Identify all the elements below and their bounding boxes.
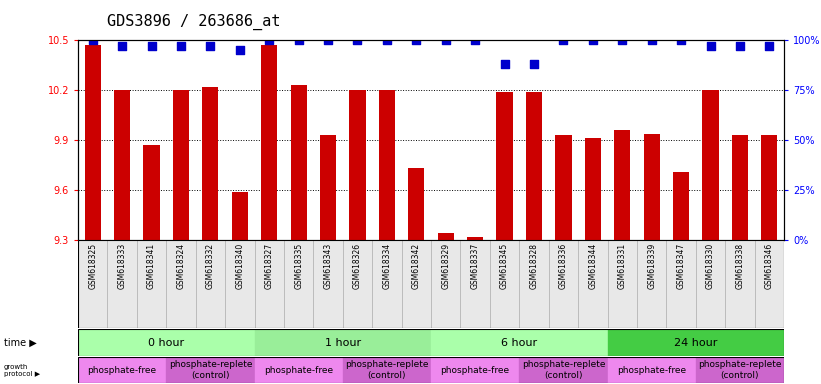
Bar <box>202 87 218 240</box>
Point <box>763 43 776 50</box>
Text: phosphate-free: phosphate-free <box>617 366 686 375</box>
Point <box>380 37 393 43</box>
Bar <box>78 329 255 356</box>
Text: GSM618333: GSM618333 <box>117 243 126 289</box>
Bar <box>761 135 777 240</box>
Bar <box>608 357 695 383</box>
Point <box>586 37 599 43</box>
Point <box>410 37 423 43</box>
Text: GSM618327: GSM618327 <box>264 243 273 289</box>
Bar <box>320 135 336 240</box>
Text: GSM618342: GSM618342 <box>412 243 421 289</box>
Text: GSM618324: GSM618324 <box>177 243 186 289</box>
Text: 0 hour: 0 hour <box>148 338 185 348</box>
Text: GSM618347: GSM618347 <box>677 243 686 289</box>
Point <box>616 37 629 43</box>
Bar <box>467 237 484 240</box>
Text: GSM618326: GSM618326 <box>353 243 362 289</box>
Point <box>557 37 570 43</box>
Text: GSM618331: GSM618331 <box>617 243 626 289</box>
Point <box>204 43 217 50</box>
Text: GSM618346: GSM618346 <box>765 243 774 289</box>
Bar <box>350 90 365 240</box>
Text: 1 hour: 1 hour <box>324 338 361 348</box>
Text: GSM618337: GSM618337 <box>470 243 479 289</box>
Point <box>233 47 246 53</box>
Bar <box>696 357 784 383</box>
Text: GSM618329: GSM618329 <box>441 243 450 289</box>
Bar <box>255 357 343 383</box>
Text: GDS3896 / 263686_at: GDS3896 / 263686_at <box>107 13 280 30</box>
Text: 24 hour: 24 hour <box>674 338 718 348</box>
Bar <box>614 130 631 240</box>
Bar <box>408 169 424 240</box>
Text: GSM618338: GSM618338 <box>736 243 745 289</box>
Bar <box>673 172 689 240</box>
Point <box>527 61 540 67</box>
Text: phosphate-free: phosphate-free <box>264 366 333 375</box>
Text: GSM618345: GSM618345 <box>500 243 509 289</box>
Text: phosphate-replete
(control): phosphate-replete (control) <box>698 361 782 380</box>
Bar <box>114 90 131 240</box>
Point <box>116 43 129 50</box>
Bar <box>526 92 542 240</box>
Bar <box>261 45 277 240</box>
Text: time ▶: time ▶ <box>4 338 37 348</box>
Text: GSM618330: GSM618330 <box>706 243 715 289</box>
Text: GSM618334: GSM618334 <box>383 243 392 289</box>
Text: GSM618336: GSM618336 <box>559 243 568 289</box>
Text: phosphate-replete
(control): phosphate-replete (control) <box>168 361 252 380</box>
Point <box>645 37 658 43</box>
Text: GSM618335: GSM618335 <box>294 243 303 289</box>
Point <box>86 37 99 43</box>
Bar <box>703 90 718 240</box>
Bar <box>166 357 255 383</box>
Point <box>439 37 452 43</box>
Text: GSM618325: GSM618325 <box>88 243 97 289</box>
Bar <box>85 45 101 240</box>
Text: GSM618332: GSM618332 <box>206 243 215 289</box>
Bar <box>732 135 748 240</box>
Point <box>675 37 688 43</box>
Text: GSM618344: GSM618344 <box>589 243 598 289</box>
Bar <box>232 192 248 240</box>
Bar <box>519 357 608 383</box>
Point <box>733 43 746 50</box>
Point <box>174 43 187 50</box>
Bar <box>497 92 512 240</box>
Bar <box>173 90 189 240</box>
Point <box>263 37 276 43</box>
Point <box>322 37 335 43</box>
Text: 6 hour: 6 hour <box>501 338 538 348</box>
Bar <box>438 233 454 240</box>
Text: phosphate-free: phosphate-free <box>88 366 157 375</box>
Bar <box>431 357 519 383</box>
Text: GSM618339: GSM618339 <box>647 243 656 289</box>
Point <box>292 37 305 43</box>
Text: phosphate-replete
(control): phosphate-replete (control) <box>345 361 429 380</box>
Text: growth
protocol ▶: growth protocol ▶ <box>4 364 40 377</box>
Text: phosphate-free: phosphate-free <box>441 366 510 375</box>
Bar <box>608 329 784 356</box>
Bar <box>431 329 608 356</box>
Bar <box>378 90 395 240</box>
Point <box>351 37 364 43</box>
Bar <box>644 134 660 240</box>
Bar <box>144 145 159 240</box>
Text: GSM618341: GSM618341 <box>147 243 156 289</box>
Point <box>469 37 482 43</box>
Bar <box>255 329 431 356</box>
Bar <box>291 85 307 240</box>
Text: GSM618340: GSM618340 <box>236 243 245 289</box>
Bar <box>78 357 166 383</box>
Text: GSM618328: GSM618328 <box>530 243 539 289</box>
Text: phosphate-replete
(control): phosphate-replete (control) <box>521 361 605 380</box>
Point <box>704 43 717 50</box>
Bar <box>555 135 571 240</box>
Point <box>145 43 158 50</box>
Text: GSM618343: GSM618343 <box>323 243 333 289</box>
Bar <box>343 357 431 383</box>
Point <box>498 61 511 67</box>
Bar <box>585 139 601 240</box>
